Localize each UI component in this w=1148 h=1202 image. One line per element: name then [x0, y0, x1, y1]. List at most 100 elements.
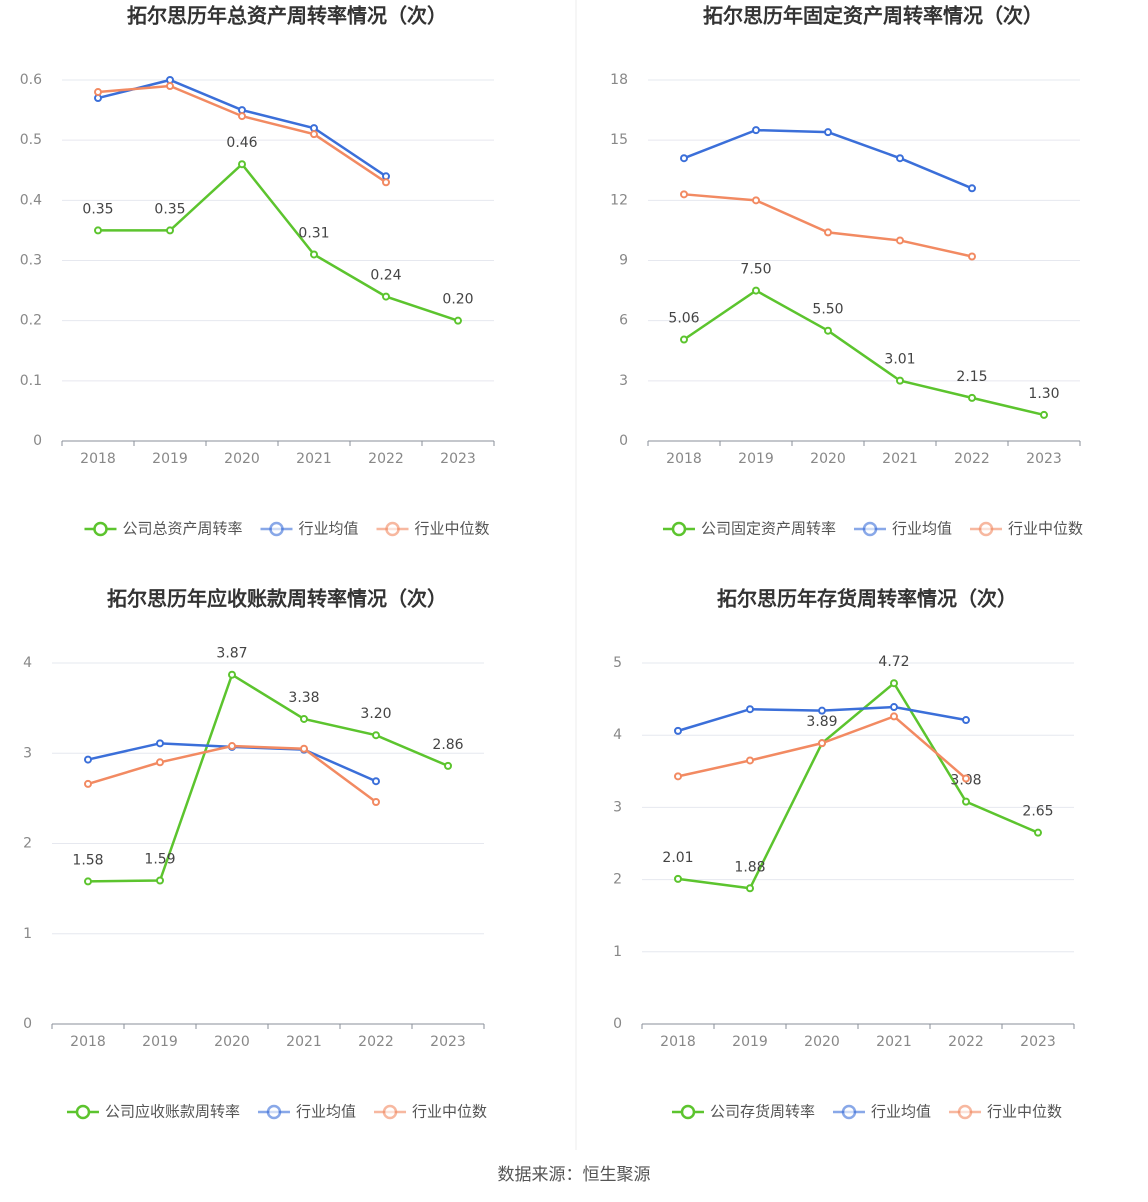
data-point [968, 393, 976, 402]
legend-marker [862, 521, 878, 537]
legend-label: 公司总资产周转率 [122, 520, 242, 538]
value-label: 0.46 [226, 135, 257, 151]
series-line [677, 681, 1039, 890]
y-tick-label: 5 [613, 655, 622, 671]
data-point [94, 226, 102, 235]
y-tick-label: 0.5 [20, 132, 42, 148]
data-point [444, 761, 452, 770]
data-point [962, 797, 970, 806]
x-tick-label: 2021 [876, 1034, 912, 1050]
data-point [680, 190, 688, 199]
x-tick-label: 2020 [810, 451, 846, 467]
value-label: 2.15 [956, 369, 987, 385]
data-point [752, 126, 760, 135]
data-point [238, 112, 246, 121]
y-tick-label: 0.4 [20, 192, 42, 208]
value-label: 3.87 [216, 646, 247, 662]
y-tick-label: 6 [619, 313, 628, 329]
data-point [382, 292, 390, 301]
data-point [674, 772, 682, 781]
legend-label: 公司应收账款周转率 [105, 1103, 240, 1121]
data-point [890, 679, 898, 688]
x-tick-label: 2021 [286, 1034, 322, 1050]
source: 数据来源：恒生聚源 [498, 1165, 651, 1185]
value-label: 3.20 [360, 706, 391, 722]
value-label: 0.31 [298, 225, 329, 241]
y-tick-label: 15 [610, 132, 628, 148]
x-tick-label: 2021 [882, 451, 918, 467]
legend-label: 行业均值 [892, 520, 952, 538]
value-label: 2.86 [432, 737, 463, 753]
x-tick-label: 2018 [666, 451, 702, 467]
series-line [683, 193, 973, 258]
data-point [962, 774, 970, 783]
legend-marker [266, 1104, 282, 1120]
legend-label: 行业均值 [298, 520, 358, 538]
y-tick-label: 9 [619, 253, 628, 269]
y-tick-label: 2 [613, 872, 622, 888]
legend-label: 行业中位数 [415, 520, 490, 538]
chart-title: 拓尔思历年固定资产周转率情况（次） [703, 4, 1043, 28]
legend-label: 公司存货周转率 [710, 1103, 815, 1121]
value-label: 5.50 [812, 302, 843, 318]
value-label: 1.30 [1028, 386, 1059, 402]
x-tick-label: 2018 [70, 1034, 106, 1050]
x-tick-label: 2022 [954, 451, 990, 467]
legend-marker [680, 1104, 696, 1120]
data-point [674, 726, 682, 735]
data-point [156, 758, 164, 767]
data-point [890, 712, 898, 721]
y-tick-label: 3 [613, 799, 622, 815]
legend-label: 公司固定资产周转率 [701, 520, 836, 538]
y-tick-label: 0.1 [20, 373, 42, 389]
data-point [746, 756, 754, 765]
value-label: 2.01 [662, 850, 693, 866]
data-point [310, 130, 318, 139]
y-tick-label: 0.2 [20, 313, 42, 329]
legend: 公司存货周转率 行业均值 行业中位数 [671, 1103, 1062, 1121]
y-tick-label: 2 [23, 836, 32, 852]
legend: 公司固定资产周转率 行业均值 行业中位数 [662, 520, 1083, 538]
data-point [238, 160, 246, 169]
legend-label: 行业均值 [871, 1103, 931, 1121]
value-label: 5.06 [668, 311, 699, 327]
value-label: 0.35 [82, 201, 113, 217]
x-tick-label: 2021 [296, 451, 332, 467]
x-tick-label: 2019 [152, 451, 188, 467]
value-label: 3.01 [884, 352, 915, 368]
y-tick-label: 0.3 [20, 253, 42, 269]
data-point [228, 670, 236, 679]
data-point [310, 250, 318, 259]
data-point [1034, 828, 1042, 837]
data-point [300, 714, 308, 723]
data-point [752, 286, 760, 295]
x-tick-label: 2020 [224, 451, 260, 467]
data-point [824, 128, 832, 137]
data-point [228, 742, 236, 751]
data-point [968, 252, 976, 261]
y-tick-label: 3 [23, 745, 32, 761]
x-tick-label: 2022 [368, 451, 404, 467]
legend-marker [957, 1104, 973, 1120]
legend-marker [978, 521, 994, 537]
data-point [674, 874, 682, 883]
series-line [87, 744, 377, 803]
data-point [896, 376, 904, 385]
data-point [746, 705, 754, 714]
chart-title: 拓尔思历年应收账款周转率情况（次） [107, 587, 447, 611]
value-label: 0.35 [154, 201, 185, 217]
y-tick-label: 1 [23, 926, 32, 942]
legend-label: 行业均值 [296, 1103, 356, 1121]
legend: 公司总资产周转率 行业均值 行业中位数 [84, 520, 490, 538]
series-line [98, 162, 459, 322]
data-point [968, 184, 976, 193]
data-point [372, 777, 380, 786]
legend-marker [671, 521, 687, 537]
value-label: 1.58 [72, 852, 103, 868]
y-tick-label: 0 [33, 433, 42, 449]
value-label: 7.50 [740, 262, 771, 278]
legend-marker [93, 521, 108, 537]
chart-title: 拓尔思历年总资产周转率情况（次） [127, 4, 447, 28]
x-tick-label: 2023 [1020, 1034, 1056, 1050]
